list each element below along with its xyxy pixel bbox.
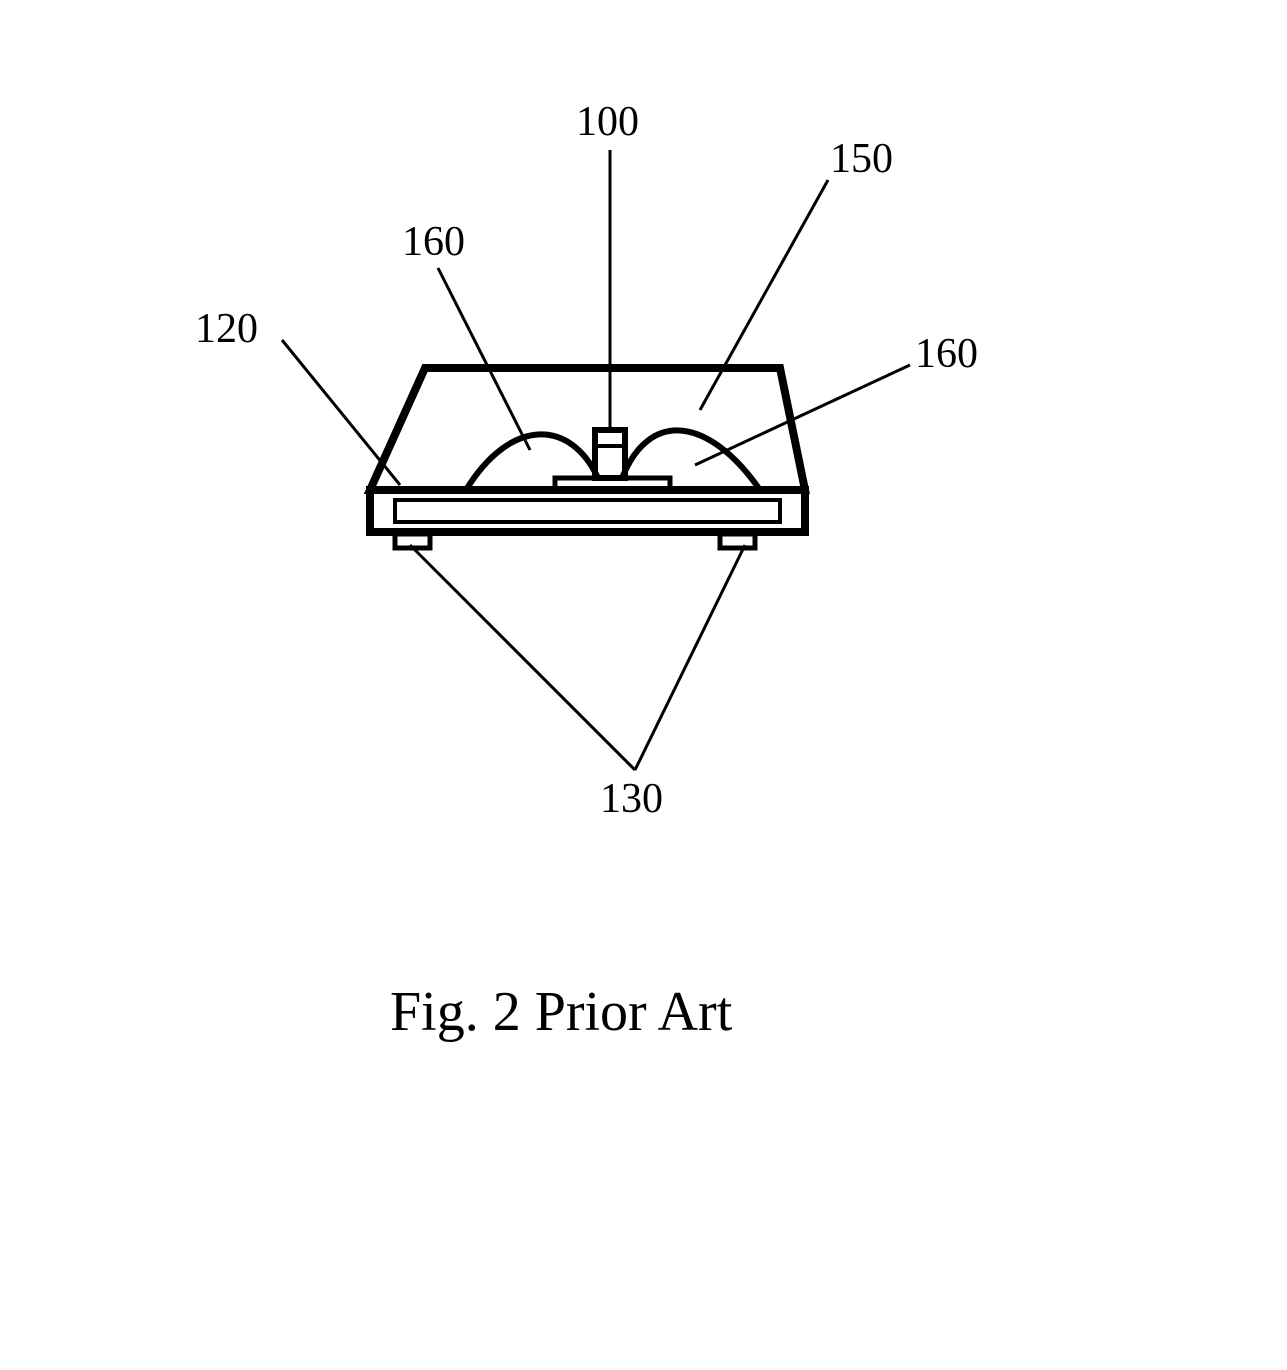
leader-line: [410, 545, 635, 770]
die: [595, 430, 625, 478]
ref-label-100: 100: [576, 98, 639, 146]
leader-line: [635, 545, 745, 770]
figure-page: 100 150 160 160 120 130 Fig. 2 Prior Art: [0, 0, 1287, 1370]
ref-label-150: 150: [830, 135, 893, 183]
ref-label-120: 120: [195, 305, 258, 353]
leader-line: [700, 180, 828, 410]
figure-svg: [0, 0, 1287, 1370]
ref-label-160-left: 160: [402, 218, 465, 266]
substrate-inner: [395, 500, 780, 522]
bond-wire-left: [466, 434, 598, 490]
substrate-outer: [370, 490, 805, 532]
bond-wire-right: [622, 430, 760, 490]
leader-line: [695, 365, 910, 465]
leader-line: [282, 340, 400, 485]
ref-label-130: 130: [600, 775, 663, 823]
figure-caption: Fig. 2 Prior Art: [390, 980, 732, 1044]
encapsulant: [370, 368, 805, 490]
contact-right: [720, 534, 755, 548]
ref-label-160-right: 160: [915, 330, 978, 378]
leader-line: [438, 268, 530, 450]
